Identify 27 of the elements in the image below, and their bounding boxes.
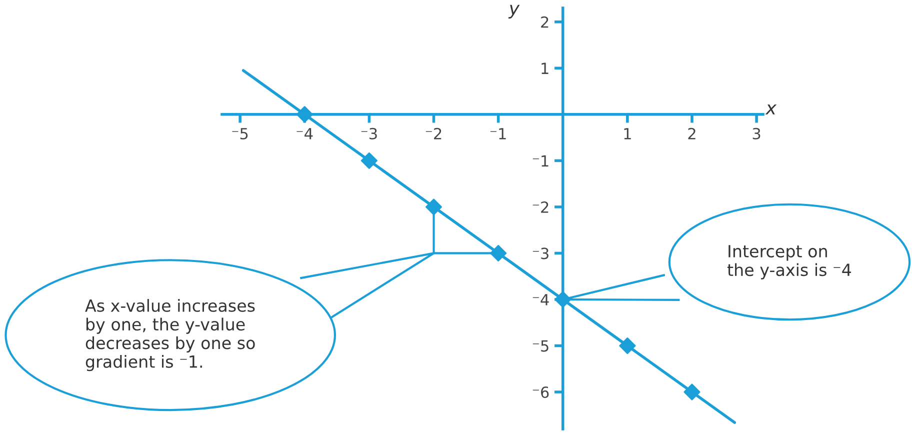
x-tick-label: ⁻3: [361, 128, 377, 140]
point: [360, 152, 378, 169]
y-tick-label: ⁻3: [532, 248, 548, 260]
y-tick-label: ⁻1: [532, 155, 548, 166]
point: [490, 244, 507, 262]
y-tick-label: 1: [542, 62, 548, 74]
y-tick-label: ⁻5: [532, 340, 548, 352]
point: [296, 106, 313, 123]
x-tick-label: ⁻2: [426, 128, 442, 140]
point: [684, 384, 700, 400]
point: [619, 337, 636, 354]
x-tick-label: ⁻5: [232, 128, 248, 140]
y-tick-label: ⁻2: [532, 201, 548, 213]
x-axis-title: x: [765, 104, 777, 114]
point: [554, 291, 572, 308]
annotation: Intercept on the y-axis is ⁻4: [727, 245, 852, 280]
annotation: As x-value increases by one, the y-value decreases by one so gradient is ⁻1.: [85, 299, 255, 372]
y-tick-label: ⁻4: [532, 294, 549, 306]
x-tick-label: 1: [624, 128, 631, 140]
y-axis-title: y: [508, 4, 520, 19]
x-tick-label: 3: [752, 128, 760, 140]
x-tick-label: ⁻4: [296, 128, 313, 140]
x-tick-label: 2: [688, 128, 696, 140]
x-tick-label: ⁻1: [490, 128, 506, 140]
y-tick-label: ⁻6: [532, 386, 549, 398]
y-tick-label: 2: [541, 16, 548, 28]
point: [425, 198, 442, 216]
